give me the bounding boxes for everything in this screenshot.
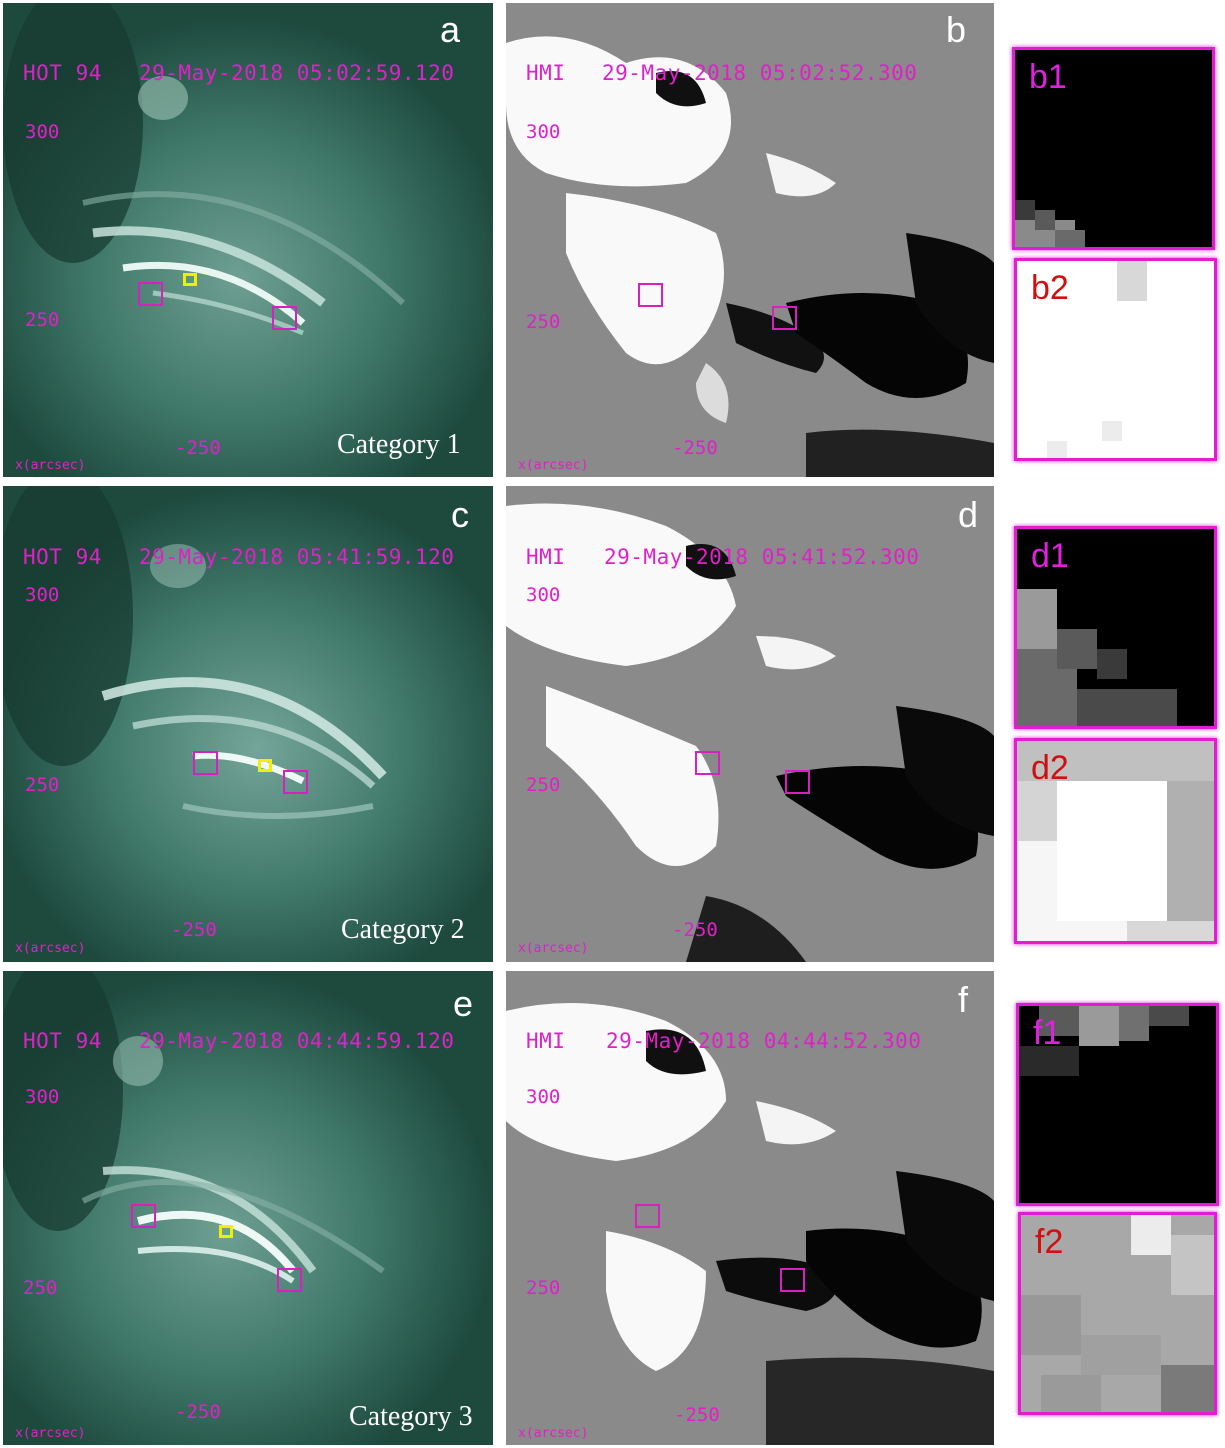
panel-d-magnetogram: d HMI 29-May-2018 05:41:52.300 300 250 -…	[506, 486, 994, 962]
y-tick-300: 300	[25, 584, 60, 606]
panel-letter: e	[453, 983, 474, 1024]
instrument-label: HOT 94	[23, 545, 102, 569]
instrument-label: HMI	[526, 545, 566, 569]
instrument-label: HOT 94	[23, 61, 102, 85]
panel-letter: d	[958, 494, 979, 535]
x-axis-label: x(arcsec)	[518, 941, 589, 956]
inset-f1-image	[1019, 1006, 1189, 1076]
inset-f2-image	[1021, 1215, 1214, 1412]
x-tick-250: -250	[674, 1404, 720, 1426]
timestamp: 29-May-2018 05:02:59.120	[139, 61, 455, 85]
panel-letter: c	[451, 494, 469, 535]
y-tick-300: 300	[25, 121, 60, 143]
footpoint-box-2	[785, 770, 810, 794]
inset-d1-image	[1017, 589, 1177, 726]
x-tick-250: -250	[672, 919, 718, 941]
y-tick-250: 250	[526, 311, 561, 333]
inset-b2-image	[1047, 261, 1147, 458]
instrument-label: HMI	[526, 61, 566, 85]
y-tick-300: 300	[25, 1086, 60, 1108]
footpoint-box-1	[638, 283, 663, 307]
panel-b-magnetogram: b HMI 29-May-2018 05:02:52.300 300 250 -…	[506, 3, 994, 477]
category-label: Category 2	[341, 914, 465, 945]
x-axis-label: x(arcsec)	[518, 1426, 589, 1441]
y-tick-250: 250	[526, 1277, 561, 1299]
panel-f-magnetogram: f HMI 29-May-2018 04:44:52.300 300 250 -…	[506, 971, 994, 1445]
footpoint-box-1	[695, 751, 720, 775]
y-tick-300: 300	[526, 584, 561, 606]
footpoint-box-2	[780, 1268, 805, 1292]
timestamp: 29-May-2018 04:44:52.300	[606, 1029, 922, 1053]
y-tick-250: 250	[25, 774, 60, 796]
y-tick-300: 300	[526, 121, 561, 143]
loop-top-box	[219, 1225, 233, 1238]
category-label: Category 1	[337, 429, 461, 460]
euv-image	[3, 971, 493, 1445]
loop-top-box	[258, 759, 272, 772]
y-tick-250: 250	[25, 309, 60, 331]
x-axis-label: x(arcsec)	[15, 1426, 86, 1441]
x-axis-label: x(arcsec)	[15, 941, 86, 956]
inset-label: d1	[1031, 537, 1069, 575]
magnetogram-image	[506, 971, 994, 1445]
inset-label: f2	[1035, 1223, 1064, 1261]
instrument-label: HMI	[526, 1029, 566, 1053]
inset-f1: f1	[1016, 1003, 1219, 1206]
panel-a-euv-image: a HOT 94 29-May-2018 05:02:59.120 300 25…	[3, 3, 493, 477]
inset-label: f1	[1033, 1014, 1062, 1052]
inset-label: d2	[1031, 749, 1069, 787]
y-tick-250: 250	[23, 1277, 58, 1299]
inset-d2: d2	[1014, 738, 1217, 944]
inset-d2-image	[1017, 741, 1214, 941]
x-tick-250: -250	[171, 919, 217, 941]
magnetogram-image	[506, 3, 994, 477]
inset-d1: d1	[1014, 526, 1217, 729]
footpoint-box-2	[283, 770, 308, 794]
panel-e-euv-image: e HOT 94 29-May-2018 04:44:59.120 300 25…	[3, 971, 493, 1445]
panel-letter: a	[440, 9, 461, 50]
x-axis-label: x(arcsec)	[15, 458, 86, 473]
euv-image	[3, 486, 493, 962]
magnetogram-image	[506, 486, 994, 962]
footpoint-box-1	[131, 1204, 156, 1228]
footpoint-box-1	[635, 1204, 660, 1228]
timestamp: 29-May-2018 05:02:52.300	[602, 61, 918, 85]
category-label: Category 3	[349, 1401, 473, 1432]
panel-c-euv-image: c HOT 94 29-May-2018 05:41:59.120 300 25…	[3, 486, 493, 962]
x-tick-250: -250	[175, 1401, 221, 1423]
footpoint-box-2	[277, 1268, 302, 1292]
x-tick-250: -250	[175, 437, 221, 459]
instrument-label: HOT 94	[23, 1029, 102, 1053]
inset-b2: b2	[1014, 258, 1217, 461]
timestamp: 29-May-2018 05:41:52.300	[604, 545, 920, 569]
inset-b1: b1	[1012, 47, 1215, 250]
timestamp: 29-May-2018 05:41:59.120	[139, 545, 455, 569]
inset-b1-image	[1015, 200, 1085, 247]
y-tick-300: 300	[526, 1086, 561, 1108]
footpoint-box-2	[272, 306, 297, 330]
footpoint-box-1	[193, 751, 218, 775]
y-tick-250: 250	[526, 774, 561, 796]
timestamp: 29-May-2018 04:44:59.120	[139, 1029, 455, 1053]
panel-letter: b	[946, 9, 967, 50]
panel-letter: f	[958, 979, 969, 1020]
x-axis-label: x(arcsec)	[518, 458, 589, 473]
euv-image	[3, 3, 493, 477]
loop-top-box	[183, 273, 197, 286]
footpoint-box-1	[138, 282, 163, 306]
footpoint-box-2	[772, 306, 797, 330]
x-tick-250: -250	[672, 437, 718, 459]
inset-label: b2	[1031, 269, 1069, 307]
inset-f2: f2	[1018, 1212, 1217, 1415]
inset-label: b1	[1029, 58, 1067, 96]
